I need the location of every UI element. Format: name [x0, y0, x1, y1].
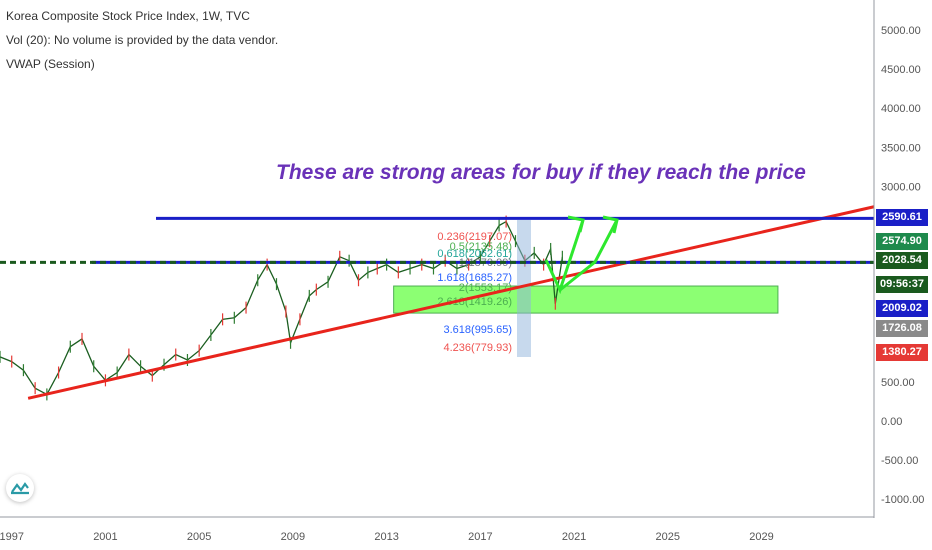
legend-title: Korea Composite Stock Price Index, 1W, T…	[6, 9, 250, 23]
price-tag: 09:56:37	[876, 276, 928, 293]
x-tick-label: 2017	[468, 531, 492, 543]
price-tag: 1380.27	[876, 344, 928, 361]
y-tick-label: 5000.00	[881, 25, 921, 37]
fib-label: 1.618(1685.27)	[437, 272, 512, 284]
fib-label: 0.236(2197.07)	[437, 231, 512, 243]
x-tick-label: 2029	[749, 531, 773, 543]
y-tick-label: -1000.00	[881, 494, 924, 506]
y-tick-label: 500.00	[881, 377, 915, 389]
price-tag: 2574.90	[876, 233, 928, 250]
x-tick-label: 2025	[656, 531, 680, 543]
price-tag: 2009.02	[876, 300, 928, 317]
y-tick-label: 0.00	[881, 416, 902, 428]
legend-vwap: VWAP (Session)	[6, 57, 95, 71]
green-arrow-head-1	[567, 215, 585, 233]
fib-label: 2.618(1419.26)	[437, 296, 512, 308]
price-tag: 2590.61	[876, 209, 928, 226]
red-trendline	[27, 205, 875, 400]
x-tick-label: 2021	[562, 531, 586, 543]
price-tag: 2028.54	[876, 252, 928, 269]
green-arrow-head-2	[602, 215, 619, 234]
fib-label: 0.5(2135.48)	[450, 241, 512, 253]
y-tick-label: -500.00	[881, 455, 918, 467]
legend-volume: Vol (20): No volume is provided by the d…	[6, 33, 279, 47]
fib-label: 4.236(779.93)	[444, 342, 513, 354]
y-tick-label: 3000.00	[881, 181, 921, 193]
y-tick-label: 3500.00	[881, 142, 921, 154]
fib-label: 0.618(2062.61)	[437, 248, 512, 260]
fib-label: 3.618(995.65)	[444, 324, 513, 336]
y-tick-label: 4500.00	[881, 64, 921, 76]
fib-label: 2(1553.17)	[459, 282, 512, 294]
green-arrow-up-2	[559, 219, 619, 292]
x-tick-label: 2013	[374, 531, 398, 543]
price-tag: 1726.08	[876, 320, 928, 337]
buy-zone-annotation: These are strong areas for buy if they r…	[276, 161, 806, 184]
x-tick-label: 1997	[0, 531, 24, 543]
x-tick-label: 2001	[93, 531, 117, 543]
y-tick-label: 4000.00	[881, 103, 921, 115]
tradingview-logo-icon[interactable]	[6, 474, 34, 502]
x-tick-label: 2005	[187, 531, 211, 543]
fib-shade	[517, 220, 531, 357]
x-tick-label: 2009	[281, 531, 305, 543]
